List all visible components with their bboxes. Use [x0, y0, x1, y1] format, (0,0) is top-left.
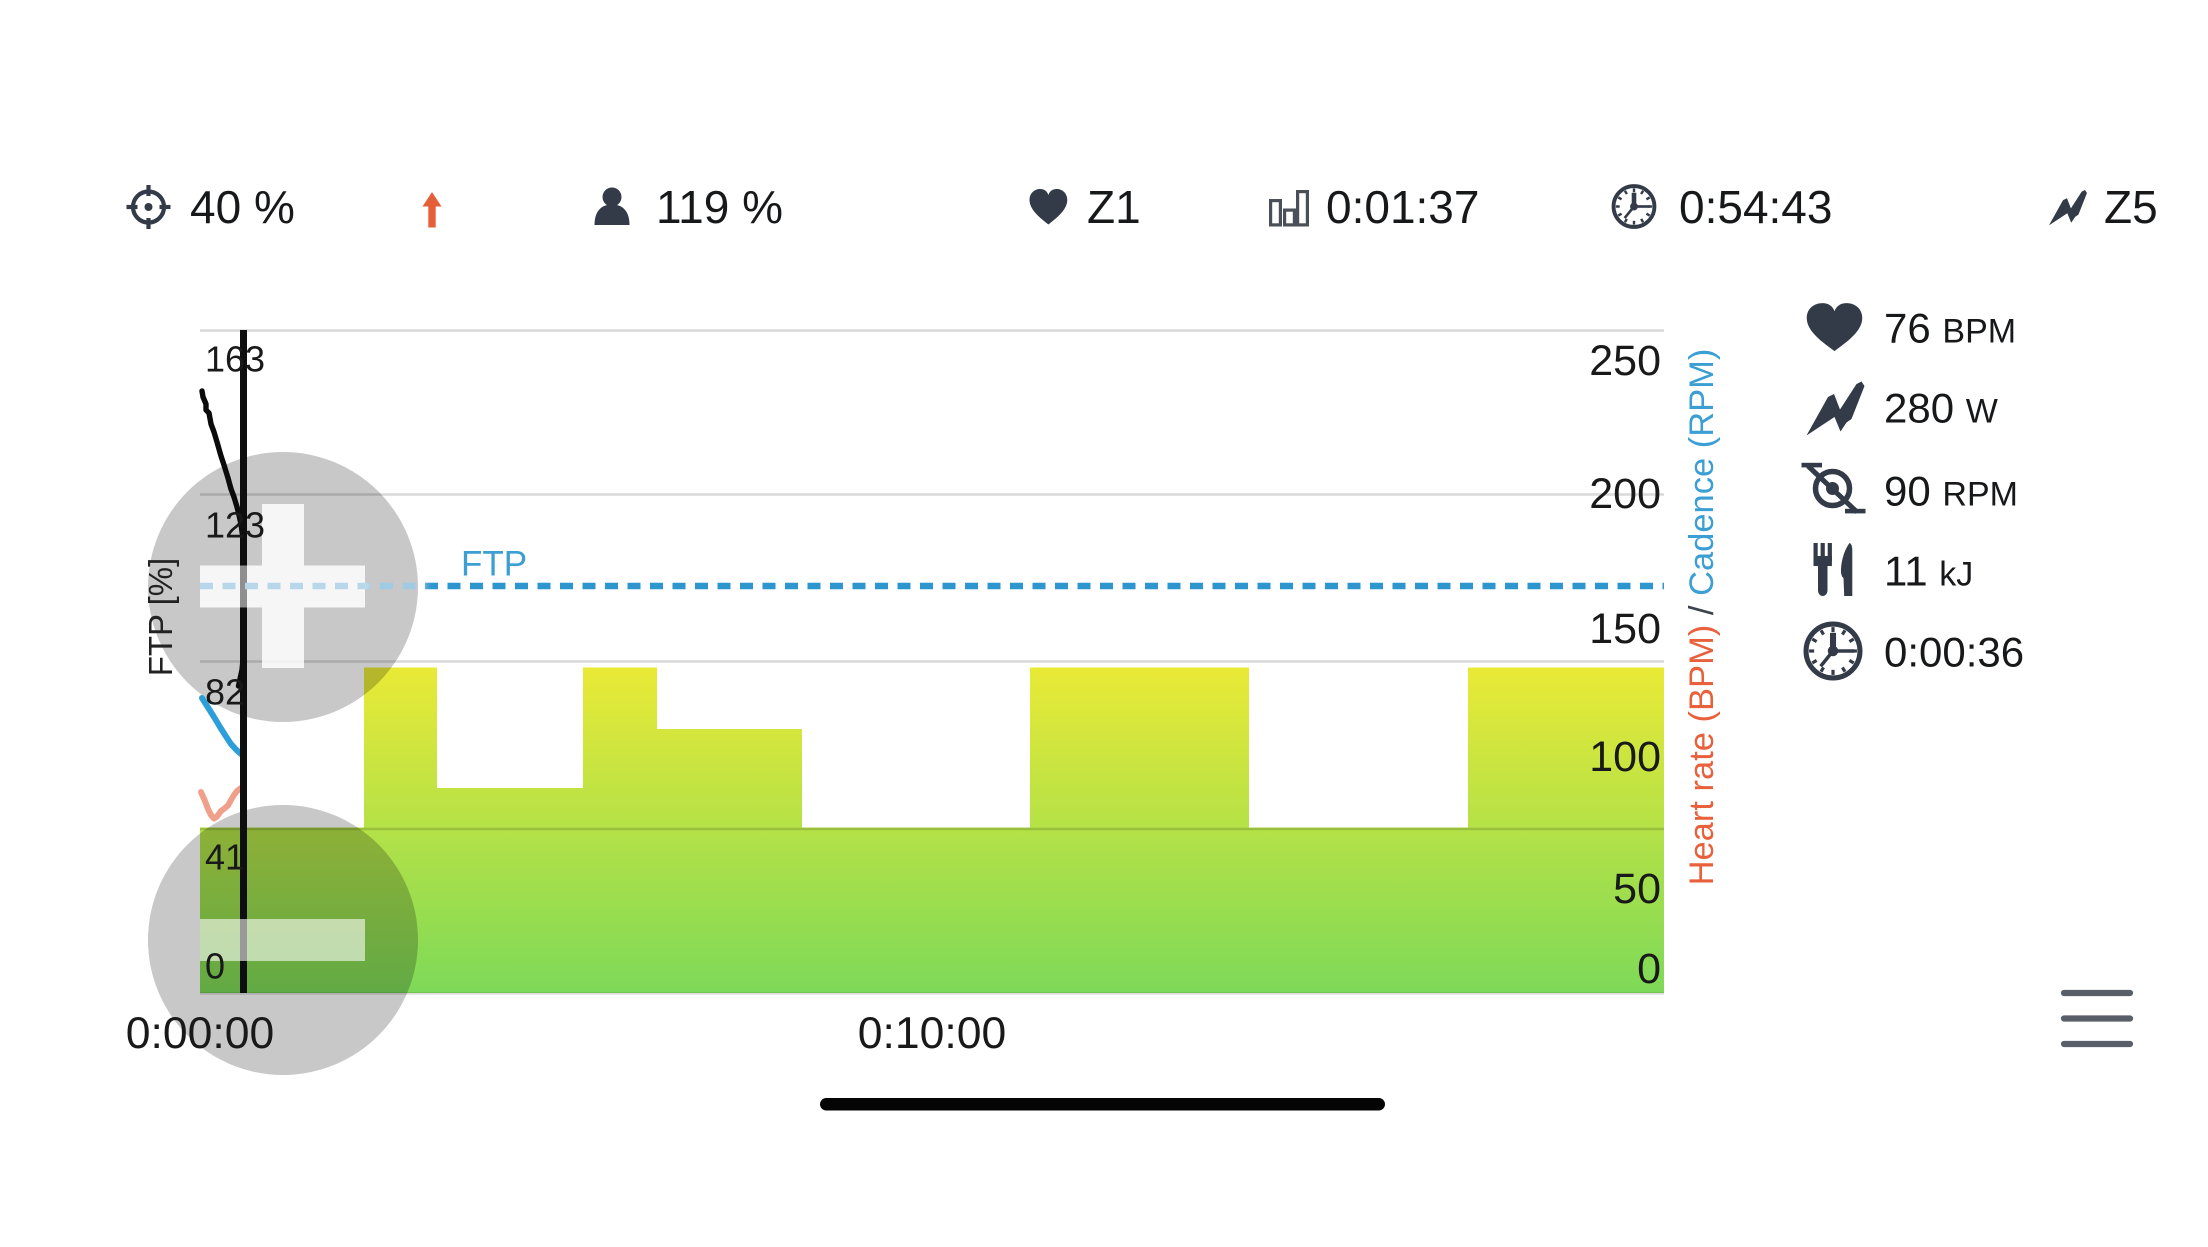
svg-text:11 kJ: 11 kJ	[1884, 548, 1973, 595]
svg-text:280 W: 280 W	[1884, 385, 1998, 432]
svg-text:0: 0	[205, 946, 225, 987]
svg-text:0:00:00: 0:00:00	[126, 1009, 274, 1058]
svg-text:0:10:00: 0:10:00	[858, 1009, 1006, 1058]
svg-text:0: 0	[1637, 945, 1661, 993]
svg-text:0:54:43: 0:54:43	[1679, 181, 1832, 233]
svg-text:150: 150	[1589, 605, 1661, 653]
svg-text:40 %: 40 %	[190, 181, 295, 233]
svg-text:Heart rate (BPM) / Cadence (RP: Heart rate (BPM) / Cadence (RPM)	[1683, 349, 1721, 886]
svg-text:FTP: FTP	[461, 545, 527, 584]
svg-text:100: 100	[1589, 733, 1661, 781]
svg-text:82: 82	[205, 672, 245, 713]
svg-text:76 BPM: 76 BPM	[1884, 305, 2016, 352]
svg-text:163: 163	[205, 339, 265, 380]
svg-text:50: 50	[1613, 865, 1661, 913]
svg-text:200: 200	[1589, 470, 1661, 518]
svg-text:Z5: Z5	[2104, 181, 2158, 233]
svg-text:119 %: 119 %	[656, 181, 783, 233]
svg-text:0:00:36: 0:00:36	[1884, 629, 2024, 676]
svg-text:FTP [%]: FTP [%]	[142, 558, 179, 677]
svg-text:Z1: Z1	[1087, 181, 1141, 233]
svg-text:0:01:37: 0:01:37	[1326, 181, 1479, 233]
svg-text:123: 123	[205, 505, 265, 546]
svg-text:41: 41	[205, 837, 245, 878]
svg-text:250: 250	[1589, 337, 1661, 385]
svg-text:90 RPM: 90 RPM	[1884, 468, 2018, 515]
